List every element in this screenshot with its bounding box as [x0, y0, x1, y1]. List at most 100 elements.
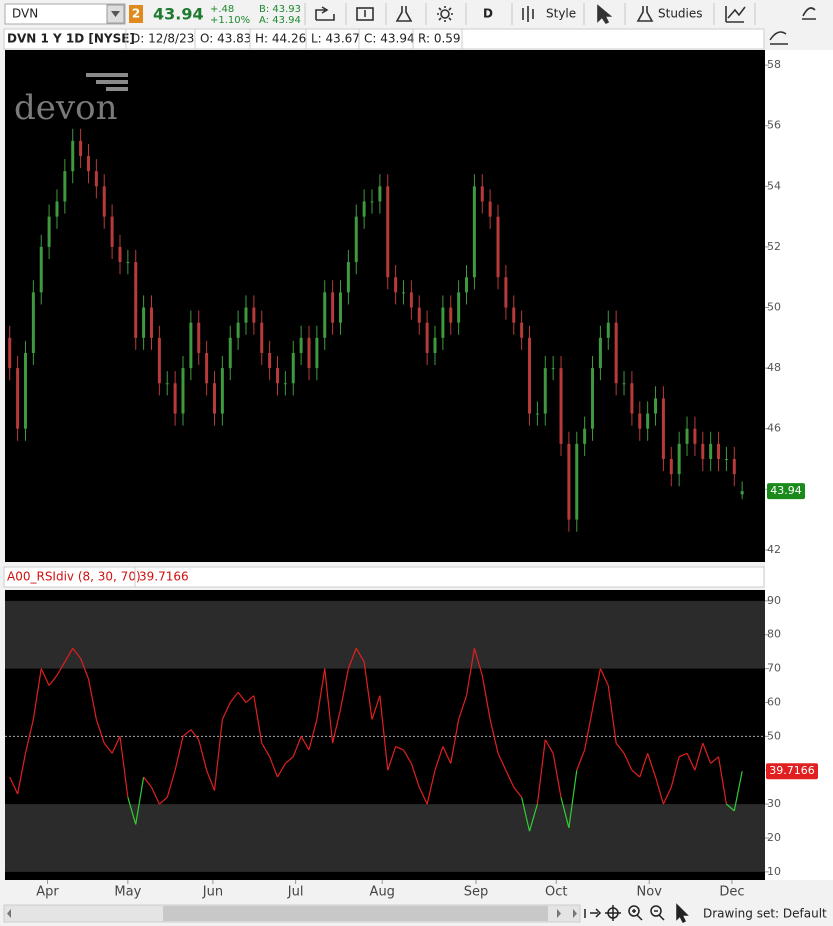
rsi-line — [670, 756, 680, 788]
rsi-line — [379, 695, 389, 771]
last-value-tag — [766, 763, 818, 780]
candle-body — [740, 491, 744, 495]
rsi-line — [245, 695, 255, 703]
rsi-line — [631, 769, 641, 778]
studies-menu[interactable]: Studies — [658, 7, 703, 21]
candle-body — [622, 383, 626, 385]
candle-body — [134, 262, 138, 338]
drawing-set[interactable]: Drawing set: Default — [703, 907, 827, 921]
rsi-line — [261, 742, 271, 757]
rsi-line — [324, 668, 334, 744]
candle-body — [402, 292, 406, 294]
rsi-line — [119, 736, 129, 798]
last-price-tag — [767, 483, 805, 500]
candle-body — [8, 337, 12, 369]
rsi-line — [72, 647, 82, 659]
rsi-line — [473, 648, 483, 676]
candle-body — [638, 413, 642, 429]
rsi-line — [623, 753, 633, 771]
y-tick-label: 80 — [767, 628, 781, 641]
chart-settings-icon[interactable] — [769, 31, 788, 45]
rsi-line — [694, 742, 704, 771]
candle-body — [449, 307, 453, 323]
rsi-line — [442, 746, 452, 764]
rsi-line — [182, 729, 192, 737]
net-change: +.48 — [210, 4, 234, 15]
candle-body — [394, 277, 398, 293]
bottom-icons[interactable] — [584, 903, 689, 924]
rsi-line — [24, 719, 34, 754]
x-tick-label: Oct — [545, 885, 567, 900]
candle-body — [457, 292, 461, 323]
rsi-line — [647, 753, 657, 778]
header-separators — [125, 29, 463, 49]
y-tick-label: 90 — [767, 594, 781, 607]
rsi-line — [599, 668, 609, 686]
candle-body — [339, 292, 343, 323]
y-tick-label: 54 — [767, 179, 781, 192]
rsi-line — [465, 648, 475, 696]
link-badge[interactable] — [129, 5, 143, 23]
rsi-line — [253, 695, 263, 744]
symbol[interactable]: DVN — [12, 7, 38, 21]
rsi-line — [450, 719, 460, 764]
rsi-line — [347, 648, 357, 669]
y-tick-label: 52 — [767, 240, 781, 253]
candle-body — [504, 277, 508, 308]
candle-body — [386, 186, 390, 278]
rsi-line — [552, 753, 562, 798]
rsi-zone — [5, 600, 765, 669]
rsi-line — [686, 753, 696, 771]
candle-body — [299, 337, 303, 353]
rsi-line — [229, 691, 239, 703]
candle-body — [598, 337, 602, 369]
candle-body — [47, 216, 51, 247]
rsi-line — [710, 756, 719, 764]
candle-body — [31, 292, 35, 353]
rsi-line — [40, 668, 50, 686]
candle-body — [472, 186, 476, 278]
candle-body — [433, 337, 437, 353]
rsi-line — [17, 753, 27, 795]
header-open: O: 43.83 — [200, 32, 251, 46]
header-close: C: 43.94 — [364, 32, 415, 46]
y-tick-label: 10 — [767, 865, 781, 878]
rsi-line — [560, 797, 570, 828]
scroll-thumb[interactable] — [163, 906, 548, 921]
watermark-bars — [86, 73, 128, 91]
bid: B: 43.93 — [259, 4, 301, 15]
candle-body — [228, 337, 232, 369]
candle-body — [591, 368, 595, 429]
candle-body — [212, 383, 216, 414]
candle-body — [520, 322, 524, 338]
rsi-line — [9, 776, 19, 795]
rsi-line — [576, 749, 586, 771]
rsi-line — [654, 776, 664, 805]
percent-change: +1.10% — [210, 15, 250, 26]
rsi-line — [521, 797, 531, 832]
aggregation[interactable]: D — [483, 7, 493, 21]
candle-body — [732, 458, 736, 475]
candle-body — [220, 368, 224, 414]
rsi-line — [316, 668, 326, 720]
candle-body — [370, 201, 374, 203]
style-menu[interactable]: Style — [546, 7, 576, 21]
candle-body — [669, 458, 673, 475]
link-number: 2 — [132, 7, 140, 21]
header-high: H: 44.26 — [255, 32, 306, 46]
rsi-line — [213, 719, 223, 791]
rsi-line — [206, 770, 216, 791]
candle-body — [315, 337, 319, 369]
rsi-zone — [5, 804, 765, 872]
rsi-line — [221, 702, 231, 720]
candle-body — [551, 368, 555, 370]
rsi-line — [56, 661, 66, 676]
candle-body — [149, 307, 153, 338]
candle-body — [528, 337, 532, 414]
toolbar-icons[interactable] — [315, 4, 816, 25]
rsi-line — [497, 753, 507, 771]
rsi-line — [87, 678, 97, 720]
rsi-line — [80, 658, 90, 679]
y-tick-label: 50 — [767, 301, 781, 314]
symbol-box[interactable] — [4, 3, 126, 25]
